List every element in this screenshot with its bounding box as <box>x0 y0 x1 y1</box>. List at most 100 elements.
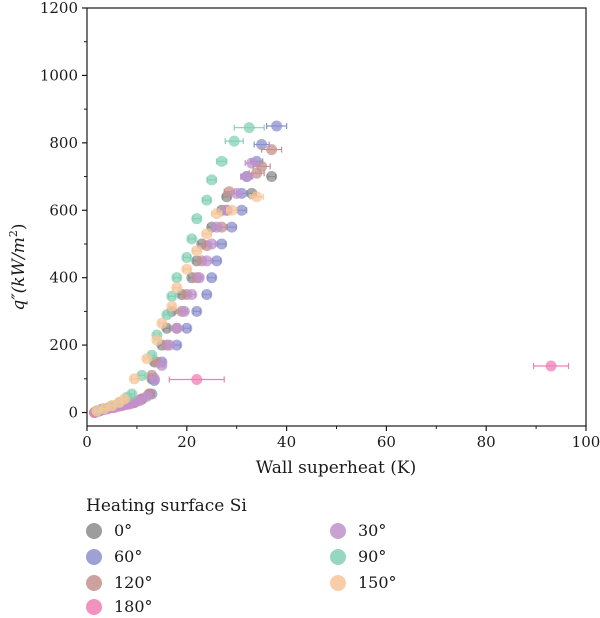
data-point <box>171 272 183 284</box>
point-marker <box>191 305 203 317</box>
data-point <box>231 187 243 199</box>
x-tick-label: 60 <box>377 433 396 451</box>
legend-marker <box>330 523 346 539</box>
point-marker <box>193 272 205 284</box>
data-point <box>261 144 283 156</box>
data-point <box>181 322 193 334</box>
point-marker <box>206 174 218 186</box>
data-point <box>206 174 218 186</box>
data-point <box>191 245 203 257</box>
x-axis-title: Wall superheat (K) <box>256 458 417 478</box>
point-marker <box>191 245 203 257</box>
point-marker <box>216 238 228 250</box>
point-marker <box>163 339 175 351</box>
data-point <box>211 221 223 233</box>
point-marker <box>201 228 213 240</box>
data-point <box>216 238 228 250</box>
data-point <box>141 353 153 365</box>
point-marker <box>211 255 223 267</box>
point-marker <box>206 238 218 250</box>
data-point <box>148 373 160 385</box>
point-marker <box>211 221 223 233</box>
point-marker <box>171 272 183 284</box>
point-marker <box>151 334 163 346</box>
point-marker <box>181 322 193 334</box>
point-marker <box>166 290 178 302</box>
point-marker <box>156 359 168 371</box>
legend-title: Heating surface Si <box>86 496 247 516</box>
x-tick-label: 100 <box>572 433 600 451</box>
y-tick-label: 0 <box>68 404 78 422</box>
point-marker <box>171 282 183 294</box>
point-marker <box>206 272 218 284</box>
x-tick-label: 20 <box>177 433 196 451</box>
point-marker <box>161 309 173 321</box>
data-point <box>216 155 228 167</box>
point-marker <box>545 360 557 372</box>
legend-label: 150° <box>358 573 397 592</box>
y-axis-title-sup: 2 <box>7 230 20 237</box>
point-marker <box>186 289 198 301</box>
data-point <box>171 322 183 334</box>
data-point <box>156 359 168 371</box>
data-point <box>191 213 203 225</box>
data-point <box>186 233 198 245</box>
point-marker <box>266 171 278 183</box>
point-marker <box>141 353 153 365</box>
point-marker <box>201 289 213 301</box>
x-tick-label: 0 <box>82 433 92 451</box>
y-tick-label: 200 <box>49 336 78 354</box>
point-marker <box>171 322 183 334</box>
data-point <box>166 290 178 302</box>
point-marker <box>251 191 263 203</box>
legend-marker <box>330 549 346 565</box>
x-tick-label: 40 <box>277 433 296 451</box>
data-point <box>211 255 223 267</box>
point-marker <box>228 135 240 147</box>
data-point <box>186 289 198 301</box>
data-point <box>163 339 175 351</box>
data-point <box>206 238 218 250</box>
legend-label: 30° <box>358 521 387 540</box>
data-point <box>211 208 223 220</box>
data-point <box>156 317 168 329</box>
y-axis-title: q″(kW/m2) <box>7 223 29 310</box>
legend-marker <box>86 549 102 565</box>
data-point <box>226 204 238 216</box>
point-marker <box>256 160 268 172</box>
data-point <box>141 390 153 402</box>
legend-label: 90° <box>358 547 387 566</box>
point-marker <box>118 393 130 405</box>
data-point <box>226 221 238 233</box>
point-marker <box>256 139 268 151</box>
y-tick-label: 800 <box>49 134 78 152</box>
point-marker <box>191 373 203 385</box>
legend-marker <box>86 599 102 615</box>
point-marker <box>226 204 238 216</box>
data-point <box>240 171 254 183</box>
data-point <box>166 300 178 312</box>
data-point <box>236 204 248 216</box>
data-point <box>201 194 213 206</box>
data-point <box>128 373 140 385</box>
y-tick-label: 1200 <box>40 0 78 17</box>
point-marker <box>266 144 278 156</box>
point-marker <box>201 255 213 267</box>
data-point <box>168 373 225 385</box>
point-marker <box>191 213 203 225</box>
y-tick-label: 1000 <box>40 66 78 84</box>
y-tick-label: 600 <box>49 201 78 219</box>
point-marker <box>166 300 178 312</box>
data-point <box>161 309 173 321</box>
point-marker <box>156 317 168 329</box>
data-point <box>206 272 218 284</box>
legend-label: 0° <box>114 521 133 540</box>
data-point <box>181 251 193 263</box>
legend-label: 180° <box>114 597 153 616</box>
y-tick-label: 400 <box>49 269 78 287</box>
data-point <box>118 393 130 405</box>
legend-marker <box>330 575 346 591</box>
data-points-layer <box>88 120 570 419</box>
